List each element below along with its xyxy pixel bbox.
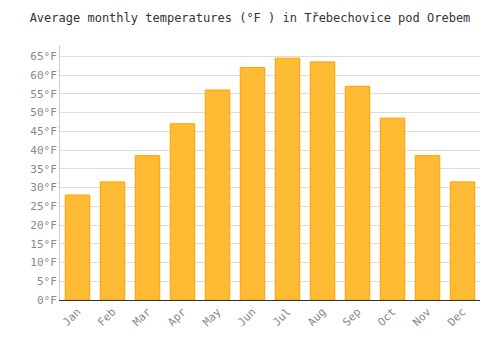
svg-text:30°F: 30°F [30,181,57,194]
svg-text:Jan: Jan [60,306,83,329]
svg-text:50°F: 50°F [30,106,57,119]
svg-text:45°F: 45°F [30,125,57,138]
svg-text:Jul: Jul [270,306,293,329]
svg-text:5°F: 5°F [37,275,57,288]
svg-text:10°F: 10°F [30,256,57,269]
svg-text:20°F: 20°F [30,219,57,232]
svg-text:0°F: 0°F [37,294,57,307]
svg-text:Feb: Feb [95,306,118,329]
svg-text:Apr: Apr [165,305,189,329]
svg-text:Jun: Jun [235,306,258,329]
svg-text:25°F: 25°F [30,200,57,213]
svg-text:65°F: 65°F [30,50,57,63]
svg-text:Mar: Mar [130,305,154,329]
svg-text:Nov: Nov [410,305,434,329]
svg-text:Aug: Aug [305,306,328,329]
svg-text:Oct: Oct [375,306,398,329]
svg-text:60°F: 60°F [30,69,57,82]
svg-text:55°F: 55°F [30,88,57,101]
svg-text:Average monthly temperatures (: Average monthly temperatures (°F ) in Tř… [30,11,471,25]
svg-text:35°F: 35°F [30,163,57,176]
svg-text:May: May [200,305,224,329]
svg-text:15°F: 15°F [30,238,57,251]
svg-text:40°F: 40°F [30,144,57,157]
svg-text:Sep: Sep [340,306,363,329]
svg-text:Dec: Dec [445,306,468,329]
